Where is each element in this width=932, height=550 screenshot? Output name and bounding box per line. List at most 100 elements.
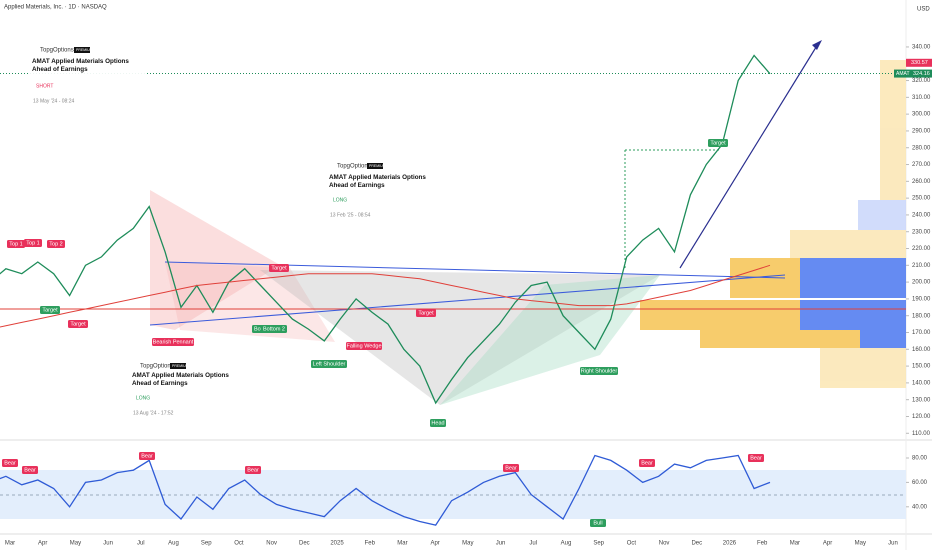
y-tick-label: 40.00 <box>912 504 928 510</box>
x-tick-label: Oct <box>234 541 244 547</box>
x-tick-label: Sep <box>593 541 604 547</box>
label: Bull <box>590 519 606 527</box>
x-tick-label: May <box>462 541 473 547</box>
currency: USD <box>917 7 930 13</box>
y-tick-label: 260.00 <box>912 179 931 185</box>
label: Bear <box>139 452 155 460</box>
label-text: Top 1 <box>9 241 22 247</box>
label: Target <box>708 139 728 147</box>
series-line <box>0 54 771 405</box>
label-text: Bear <box>505 465 517 471</box>
label-text: Bull <box>593 520 602 526</box>
label: Top 1 <box>7 240 25 248</box>
label: Right Shoulder <box>580 367 618 375</box>
y-tick-label: 170.00 <box>912 330 931 336</box>
idea-card[interactable]: TopgOptions PREMIUM AMAT Applied Materia… <box>28 42 146 108</box>
y-tick-label: 220.00 <box>912 246 931 252</box>
x-tick-label: 2025 <box>330 541 344 547</box>
pattern-labels: Top 1 Top 1 Top 2 Target Target Target B… <box>2 139 764 527</box>
symbol-tag <box>894 69 912 78</box>
y-tick-label: 110.00 <box>912 431 931 437</box>
label: Falling Wedge <box>346 342 382 350</box>
y-tick-label: 60.00 <box>912 480 928 486</box>
y-tick-label: 130.00 <box>912 397 931 403</box>
label-text: Target <box>271 265 287 271</box>
label: Bottom 2 <box>261 325 287 333</box>
x-tick-label: Nov <box>659 541 670 547</box>
x-tick-label: Aug <box>561 541 572 547</box>
label: Target <box>68 320 88 328</box>
author: TopgOptions <box>40 48 74 54</box>
idea-title: AMAT Applied Materials Options Ahead of … <box>329 174 426 189</box>
x-tick-label: Mar <box>397 541 407 547</box>
y-tick-label: 270.00 <box>912 162 931 168</box>
label: Target <box>416 309 436 317</box>
last-price-tag <box>912 69 932 78</box>
x-tick-label: Apr <box>823 541 832 547</box>
label-text: Bear <box>24 467 36 473</box>
x-tick-label: Nov <box>266 541 277 547</box>
label-text: Bear <box>4 460 16 466</box>
label: Target <box>269 264 289 272</box>
idea-card[interactable]: TopgOptions PREMIUM AMAT Applied Materia… <box>128 358 246 420</box>
x-tick-label: Jun <box>496 541 506 547</box>
author: TopgOptions <box>140 364 174 370</box>
x-tick-label: Oct <box>627 541 637 547</box>
idea-date: 13 Aug '24 - 17:52 <box>133 410 174 416</box>
high-price-label: 330.57 <box>911 60 928 66</box>
label-text: Right Shoulder <box>581 368 618 374</box>
label-text: Top 1 <box>26 240 39 246</box>
symbol-label: AMAT <box>896 71 910 77</box>
idea-card[interactable]: TopgOptions PREMIUM AMAT Applied Materia… <box>325 158 443 224</box>
badge: PREMIUM <box>369 164 386 168</box>
x-tick-label: Sep <box>201 541 212 547</box>
y-tick-label: 310.00 <box>912 95 931 101</box>
label-text: Bear <box>247 467 259 473</box>
y-tick-label: 160.00 <box>912 347 931 353</box>
y-tick-label: 80.00 <box>912 456 928 462</box>
y-tick-label: 120.00 <box>912 414 931 420</box>
label-text: Bearish Pennant <box>153 339 194 345</box>
y-tick-label: 280.00 <box>912 145 931 151</box>
y-tick-label: 230.00 <box>912 229 931 235</box>
signal: SHORT <box>36 83 53 89</box>
signal: LONG <box>333 197 347 203</box>
label-text: Bear <box>641 460 653 466</box>
idea-title: AMAT Applied Materials Options Ahead of … <box>32 58 129 73</box>
y-tick-label: 300.00 <box>912 112 931 118</box>
symbol-header: Applied Materials, Inc. · 1D · NASDAQ <box>4 5 107 11</box>
x-tick-label: Dec <box>299 541 310 547</box>
label-text: Top 2 <box>49 241 62 247</box>
label-text: Bear <box>750 455 762 461</box>
series-line <box>0 264 771 328</box>
y-tick-label: 240.00 <box>912 213 931 219</box>
label: Bearish Pennant <box>152 338 194 346</box>
label: Top 2 <box>47 240 65 248</box>
y-tick-label: 340.00 <box>912 45 931 51</box>
y-tick-label: 200.00 <box>912 280 931 286</box>
x-tick-label: Jun <box>103 541 113 547</box>
label-text: Head <box>431 420 444 426</box>
x-tick-label: Apr <box>430 541 439 547</box>
label: Left Shoulder <box>311 360 347 368</box>
author: TopgOptions <box>337 164 371 170</box>
x-tick-label: Feb <box>757 541 768 547</box>
label: Head <box>430 419 446 427</box>
label: Top 1 <box>24 239 42 247</box>
x-tick-label: Jul <box>137 541 145 547</box>
x-tick-label: Mar <box>790 541 800 547</box>
label-text: Left Shoulder <box>313 361 346 367</box>
x-tick-label: Aug <box>168 541 179 547</box>
label: Bear <box>245 466 261 474</box>
label: Bear <box>748 454 764 462</box>
idea-date: 13 Feb '25 - 08:54 <box>330 212 371 218</box>
label-text: Target <box>70 321 86 327</box>
label: Bear <box>503 464 519 472</box>
y-tick-label: 150.00 <box>912 364 931 370</box>
x-tick-label: 2026 <box>723 541 737 547</box>
idea-title: AMAT Applied Materials Options Ahead of … <box>132 372 229 387</box>
signal: LONG <box>136 395 150 401</box>
label: Target <box>40 306 60 314</box>
y-tick-label: 250.00 <box>912 196 931 202</box>
